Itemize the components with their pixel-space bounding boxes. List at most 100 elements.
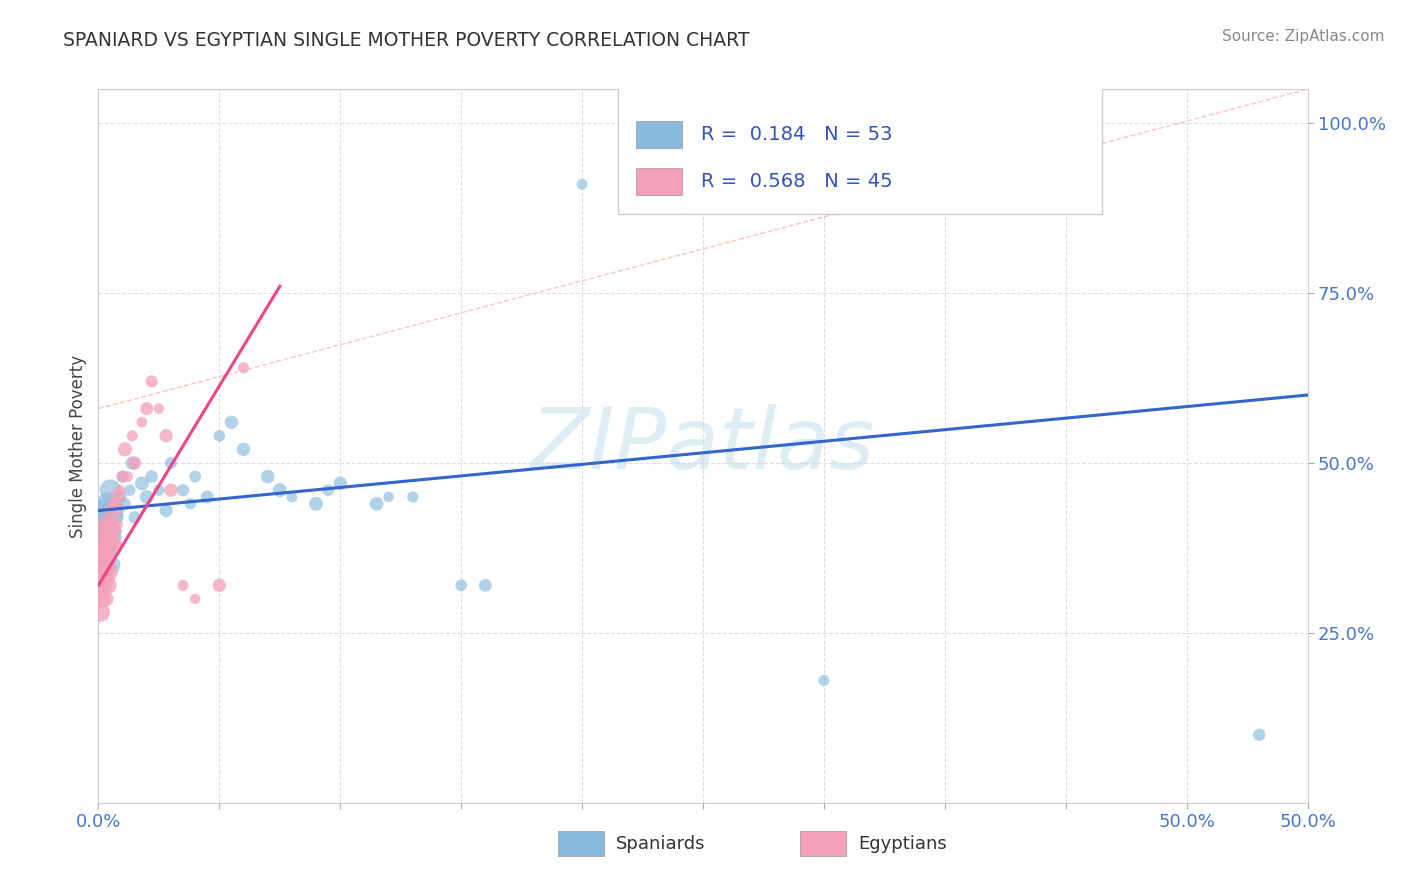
Point [316,483,339,498]
Point [402,490,425,504]
Point [97,565,120,579]
FancyBboxPatch shape [637,168,682,194]
Point [160,456,183,470]
Y-axis label: Single Mother Poverty: Single Mother Poverty [69,354,87,538]
FancyBboxPatch shape [619,86,1102,214]
Point [305,497,328,511]
Point [100,483,122,498]
Point [155,503,177,517]
FancyBboxPatch shape [800,830,845,856]
Point [91,551,114,566]
Point [97,517,120,532]
Point [172,578,194,592]
Point [118,483,141,498]
Point [571,178,593,192]
Point [124,510,146,524]
Point [90,558,112,572]
Point [97,537,120,551]
Point [184,469,207,483]
Point [813,673,835,688]
Point [91,578,114,592]
Point [90,591,112,606]
Point [90,517,112,532]
Point [97,497,120,511]
Point [269,483,291,498]
Point [366,497,388,511]
Point [121,429,143,443]
Point [94,517,117,532]
Point [148,483,170,498]
Point [114,497,136,511]
Point [117,469,139,483]
Point [221,415,243,429]
Point [108,490,131,504]
Text: R =  0.184   N = 53: R = 0.184 N = 53 [700,125,891,145]
Point [91,537,114,551]
Point [135,490,157,504]
Point [141,375,163,389]
Point [101,524,124,538]
Point [90,544,112,558]
Point [100,517,122,532]
Point [91,531,114,545]
Point [208,429,231,443]
Point [232,442,254,457]
Point [100,537,122,551]
Point [232,360,254,375]
Point [90,558,112,572]
Point [90,551,112,566]
Text: Source: ZipAtlas.com: Source: ZipAtlas.com [1222,29,1385,44]
Point [141,469,163,483]
Point [101,503,124,517]
Point [94,572,117,586]
Point [148,401,170,416]
Point [121,456,143,470]
Point [94,537,117,551]
Point [114,442,136,457]
Point [100,531,122,545]
Point [94,524,117,538]
Point [179,497,201,511]
Point [107,490,129,504]
Point [94,510,117,524]
Point [111,469,134,483]
Point [104,524,127,538]
Point [184,591,207,606]
Point [155,429,177,443]
Point [281,490,304,504]
Point [91,524,114,538]
Text: Egyptians: Egyptians [858,835,946,853]
Point [90,524,112,538]
Point [208,578,231,592]
Point [172,483,194,498]
Point [131,415,153,429]
Point [94,544,117,558]
Point [256,469,278,483]
Point [97,531,120,545]
Point [160,483,183,498]
Point [111,469,134,483]
Point [104,497,127,511]
Point [377,490,399,504]
Point [124,456,146,470]
Point [104,537,127,551]
FancyBboxPatch shape [558,830,603,856]
Text: Spaniards: Spaniards [616,835,706,853]
Point [94,558,117,572]
Point [107,517,129,532]
Point [91,565,114,579]
Point [91,544,114,558]
Point [97,578,120,592]
Point [1249,728,1271,742]
Point [94,551,117,566]
Point [135,401,157,416]
Text: ZIPatlas: ZIPatlas [531,404,875,488]
Point [474,578,496,592]
Point [91,537,114,551]
Text: R =  0.568   N = 45: R = 0.568 N = 45 [700,171,893,191]
Point [94,591,117,606]
Point [195,490,218,504]
Point [100,558,122,572]
Point [90,578,112,592]
Point [329,476,352,491]
